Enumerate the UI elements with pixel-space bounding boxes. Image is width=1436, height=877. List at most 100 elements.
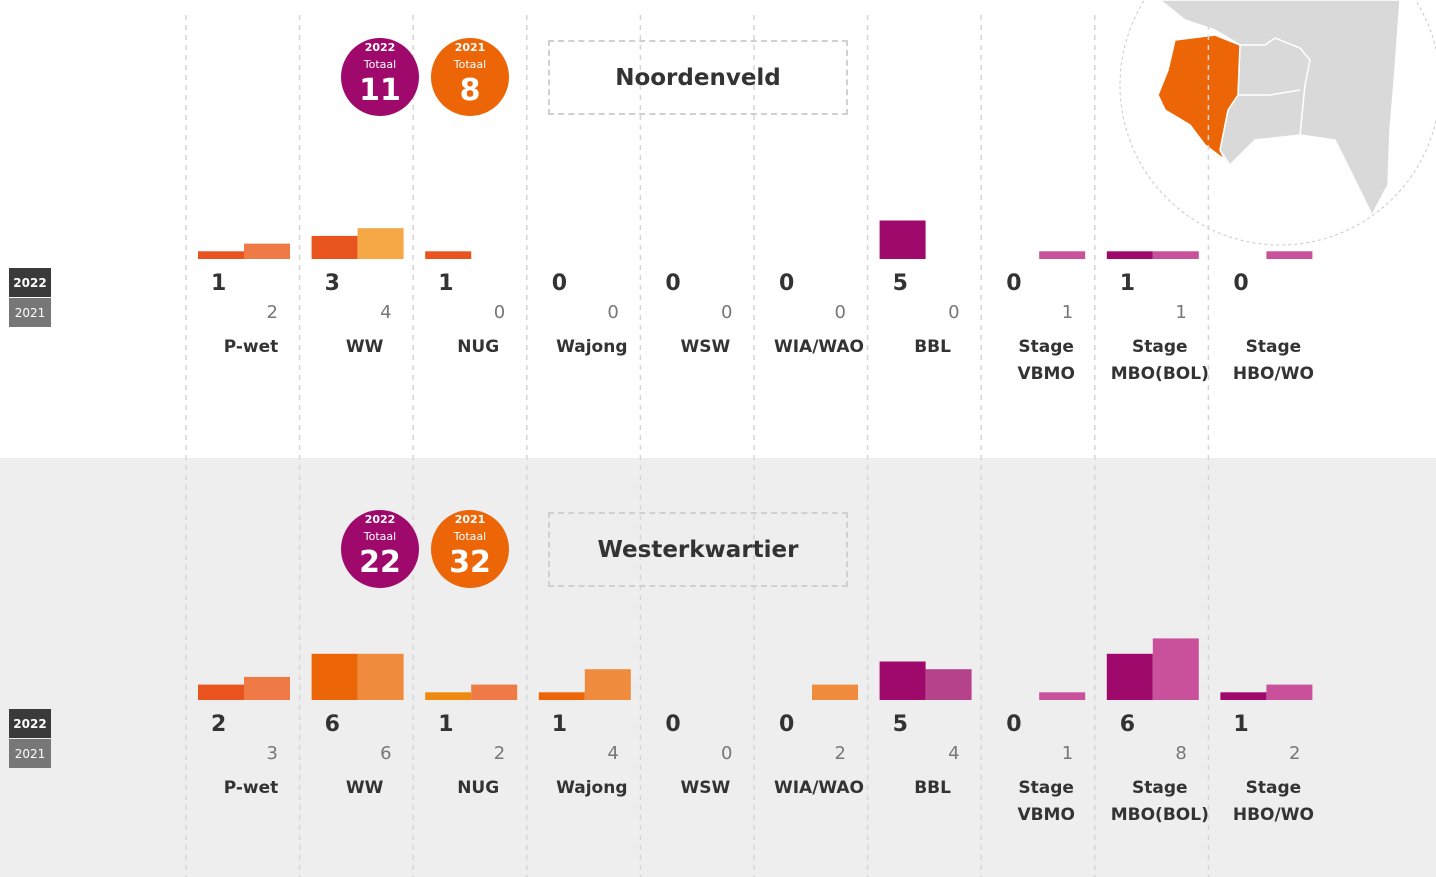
bar: [311, 235, 358, 259]
bar: [1266, 251, 1313, 259]
value-label-2022: 0: [1233, 271, 1249, 296]
total-value: 22: [359, 545, 401, 580]
total-value: 11: [359, 73, 401, 108]
category-label: Wajong: [556, 778, 628, 798]
value-label-2021: 0: [720, 743, 733, 764]
bar: [198, 684, 244, 700]
category-label: P-wet: [223, 337, 279, 357]
value-label-2022: 1: [1119, 271, 1136, 296]
total-year: 2022: [365, 41, 396, 54]
bar: [1039, 692, 1086, 700]
category-label: Stage HBO/WO: [1232, 778, 1314, 825]
value-label-2021: 2: [1288, 743, 1301, 764]
bar: [1106, 251, 1153, 259]
category-label: WW: [345, 778, 384, 798]
category-label: Stage VBMO: [1017, 778, 1075, 825]
bar: [357, 653, 404, 700]
bar: [244, 243, 290, 259]
bar: [1106, 653, 1153, 700]
value-label-2021: 0: [948, 302, 960, 323]
category-label: Stage MBO(BOL): [1110, 337, 1209, 384]
bar: [425, 692, 472, 700]
total-badge: [431, 38, 509, 116]
total-year: 2022: [365, 513, 396, 526]
value-label-2022: 2: [211, 712, 227, 737]
category-label: WW: [345, 337, 384, 357]
bar: [1039, 251, 1086, 259]
bar: [1152, 638, 1199, 700]
value-label-2021: 0: [493, 302, 506, 323]
value-label-2022: 6: [1119, 712, 1136, 737]
bar: [471, 684, 518, 700]
value-label-2022: 1: [438, 271, 454, 296]
value-label-2021: 6: [380, 743, 392, 764]
category-label: Stage VBMO: [1017, 337, 1075, 384]
region-title: Noordenveld: [548, 40, 848, 115]
bar: [311, 653, 358, 700]
value-label-2021: 0: [834, 302, 846, 323]
category-label: WSW: [680, 337, 731, 357]
value-label-2022: 1: [438, 712, 454, 737]
value-label-2021: 4: [948, 743, 960, 764]
bar: [925, 669, 972, 700]
legend-item: 2021: [9, 739, 51, 768]
value-label-2022: 3: [324, 271, 340, 296]
value-label-2021: 1: [1061, 302, 1074, 323]
bar: [1220, 692, 1267, 700]
bar: [879, 661, 926, 700]
bar: [425, 251, 472, 259]
total-label: Totaal: [363, 530, 396, 543]
category-label: WSW: [680, 778, 731, 798]
value-label-2022: 0: [1006, 712, 1022, 737]
value-label-2022: 5: [892, 712, 908, 737]
value-label-2021: 8: [1175, 743, 1187, 764]
total-badge: [431, 510, 509, 588]
category-label: P-wet: [223, 778, 279, 798]
category-label: BBL: [914, 337, 951, 357]
value-label-2021: 2: [834, 743, 846, 764]
category-label: Wajong: [556, 337, 628, 357]
legend-item: 2021: [9, 298, 51, 327]
value-label-2022: 6: [324, 712, 340, 737]
category-label: BBL: [914, 778, 951, 798]
bar: [244, 676, 290, 700]
total-value: 8: [460, 73, 481, 108]
category-label: WIA/WAO: [773, 337, 865, 357]
category-label: NUG: [457, 337, 500, 357]
value-label-2022: 0: [551, 271, 568, 296]
total-label: Totaal: [453, 530, 486, 543]
value-label-2021: 0: [607, 302, 619, 323]
value-label-2022: 5: [892, 271, 908, 296]
value-label-2022: 1: [551, 712, 568, 737]
value-label-2022: 0: [665, 712, 681, 737]
category-label: NUG: [457, 778, 500, 798]
value-label-2022: 0: [779, 271, 795, 296]
bar: [812, 684, 858, 700]
value-label-2021: 3: [266, 743, 278, 764]
value-label-2022: 0: [779, 712, 795, 737]
value-label-2021: 4: [607, 743, 619, 764]
region-title: Westerkwartier: [548, 512, 848, 587]
value-label-2021: 4: [380, 302, 392, 323]
legend-item: 2022: [9, 268, 51, 297]
category-label: Stage HBO/WO: [1232, 337, 1314, 384]
bar: [879, 220, 926, 259]
value-label-2021: 1: [1061, 743, 1074, 764]
total-badge: [341, 510, 419, 588]
bar: [198, 251, 244, 259]
value-label-2022: 0: [1006, 271, 1022, 296]
bar: [357, 228, 404, 259]
bar: [538, 692, 585, 700]
total-year: 2021: [455, 513, 486, 526]
category-label: WIA/WAO: [773, 778, 865, 798]
total-value: 32: [449, 545, 491, 580]
total-label: Totaal: [453, 58, 486, 71]
total-year: 2021: [455, 41, 486, 54]
value-label-2022: 0: [665, 271, 681, 296]
bar: [584, 669, 631, 700]
total-badge: [341, 38, 419, 116]
bar: [1266, 684, 1313, 700]
value-label-2021: 0: [720, 302, 733, 323]
